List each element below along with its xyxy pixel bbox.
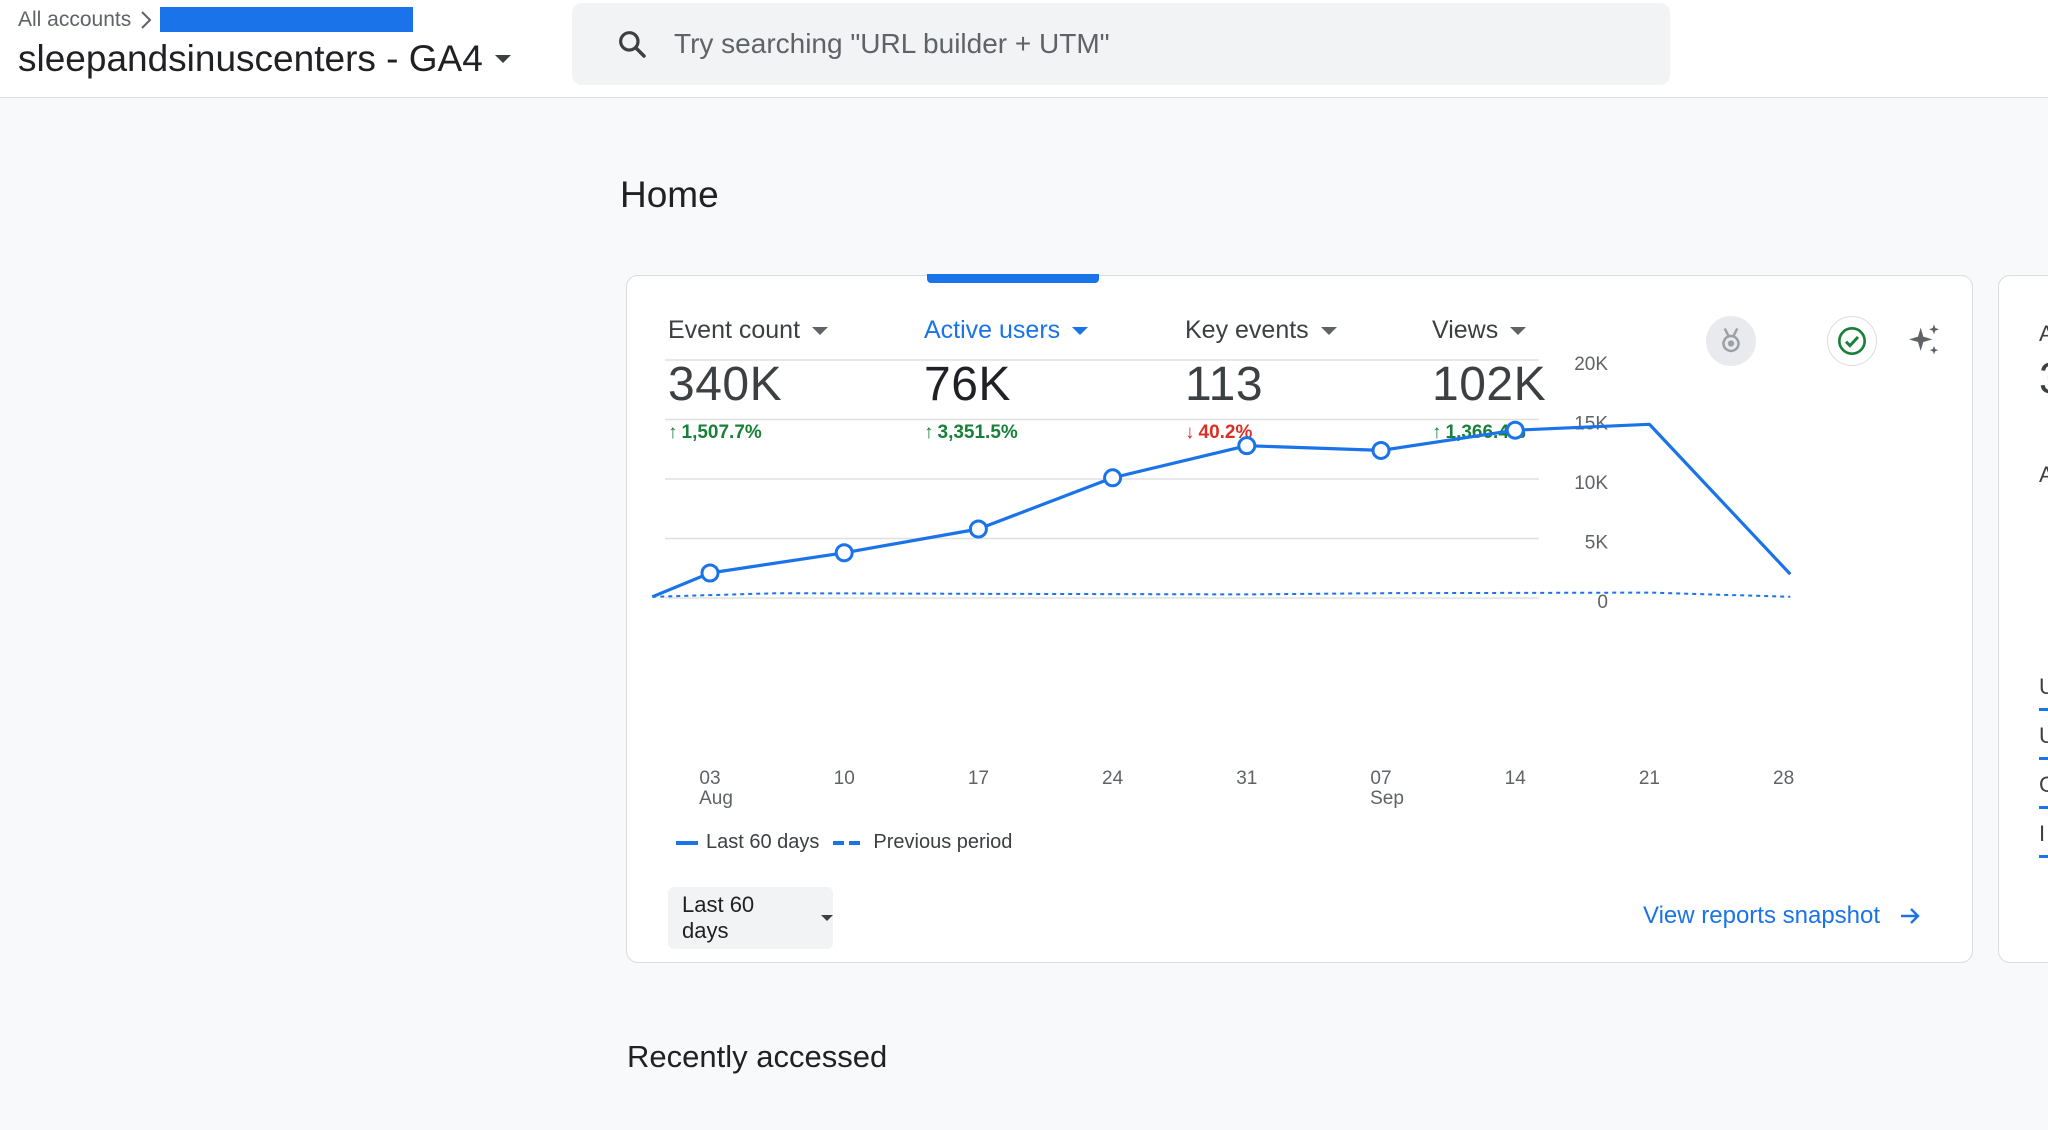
metric-change-value: 3,351.5% [937,422,1018,443]
data-point [1371,440,1391,460]
series-previous-period-line [652,591,1791,598]
metric-change: ↑ 3,351.5% [924,422,1088,444]
metric-change-value: 40.2% [1198,422,1253,443]
caret-down-icon [494,55,511,63]
x-tick-label: 21 [1639,768,1660,789]
snapshot-label: View reports snapshot [1643,902,1881,929]
medal-icon [1722,327,1740,353]
side-text: C [2039,772,2048,798]
side-text: I [2039,821,2046,846]
x-tick-label: 31 [1236,768,1257,789]
x-tick-label: 10 [834,768,855,789]
metric-active-users[interactable]: Active users 76K ↑ 3,351.5% [924,316,1089,444]
y-tick-label: 15K [1574,414,1608,435]
arrow-down-icon: ↓ [1185,422,1195,443]
legend-current: Last 60 days [706,831,820,853]
arrow-right-icon [1901,908,1920,924]
y-tick-label: 20K [1574,354,1608,375]
breadcrumb[interactable]: All accounts [18,8,153,32]
y-tick-label: 5K [1585,533,1609,554]
overview-card: Event count 340K ↑ 1,507.7% Active users … [626,274,1973,963]
x-tick-label: 28 [1773,768,1794,789]
metric-value: 340K [668,358,783,411]
ai-insights-button[interactable] [1899,316,1949,366]
x-tick-label: 03 [699,768,720,789]
property-selector[interactable]: sleepandsinuscenters - GA4 [18,38,511,80]
metric-change-value: 1,507.7% [681,422,762,443]
x-tick-label: 14 [1505,768,1527,789]
arrow-up-icon: ↑ [668,422,678,443]
side-bar [2039,806,2048,809]
side-text: 3 [2039,354,2048,404]
x-tick-label: 24 [1102,768,1124,789]
x-tick-label: 07 [1370,768,1391,789]
recently-accessed-heading: Recently accessed [627,1039,888,1074]
side-bar [2039,708,2048,711]
data-point [1505,420,1525,440]
legend-dashed-line [833,840,864,845]
side-text: A [2039,321,2048,347]
metric-label: Event count [668,316,801,344]
metric-label: Active users [924,316,1061,344]
legend-previous: Previous period [873,831,1013,853]
y-tick-label: 10K [1574,473,1608,494]
data-point [968,519,988,539]
data-point [834,543,854,563]
side-text: U [2039,723,2048,749]
metric-value: 76K [924,358,1011,411]
search-bar[interactable] [572,3,1670,85]
series-last-60-days-line [651,422,1792,599]
arrow-up-icon: ↑ [924,422,934,443]
dropdown-arrow-icon [1320,326,1337,335]
check-circle-icon [1838,327,1866,355]
data-point [700,563,720,583]
dropdown-arrow-icon [1072,326,1089,335]
active-tab-indicator [927,274,1099,283]
page-title: Home [620,174,719,215]
top-header: All accounts sleepandsinuscenters - GA4 [0,0,2048,98]
search-icon [619,31,646,58]
sparkle-icon [1909,324,1939,355]
legend-solid-line [676,840,698,845]
side-card-clipped: A 3 A U U C I [1998,275,2048,963]
chevron-right-icon [141,11,152,29]
chart-legend: Last 60 days Previous period [676,831,1012,854]
data-point [1237,436,1257,456]
y-tick-label: 0 [1597,592,1608,613]
side-bar [2039,855,2048,858]
metric-label: Key events [1185,316,1309,344]
property-name: sleepandsinuscenters - GA4 [18,38,483,79]
data-point [1103,468,1123,488]
metric-event-count[interactable]: Event count 340K ↑ 1,507.7% [668,316,829,444]
metric-label: Views [1432,316,1499,344]
view-reports-snapshot-link[interactable]: View reports snapshot [1643,902,1922,930]
metric-value: 113 [1185,358,1264,411]
metric-change: ↓ 40.2% [1185,422,1337,444]
metric-change: ↑ 1,507.7% [668,422,828,444]
side-text: U [2039,674,2048,700]
breadcrumb-all-accounts[interactable]: All accounts [18,8,132,31]
redacted-account-name [160,7,413,32]
insights-medal-button[interactable] [1706,316,1756,366]
data-quality-button[interactable] [1827,316,1877,366]
dropdown-arrow-icon [812,326,829,335]
search-input[interactable] [674,28,1574,60]
x-tick-month-label: Aug [699,788,733,809]
x-tick-month-label: Sep [1370,788,1404,809]
dropdown-arrow-icon [821,915,833,921]
metric-key-events[interactable]: Key events 113 ↓ 40.2% [1185,316,1337,444]
date-range-label: Last 60 days [682,892,755,943]
side-bar [2039,757,2048,760]
dropdown-arrow-icon [1510,326,1527,335]
arrow-up-icon: ↑ [1432,422,1442,443]
metric-value: 102K [1432,358,1547,411]
metric-views[interactable]: Views 102K ↑ 1,366.4% [1432,316,1546,444]
x-tick-label: 17 [968,768,989,789]
date-range-dropdown[interactable]: Last 60 days [668,887,833,949]
side-text: A [2039,462,2048,488]
